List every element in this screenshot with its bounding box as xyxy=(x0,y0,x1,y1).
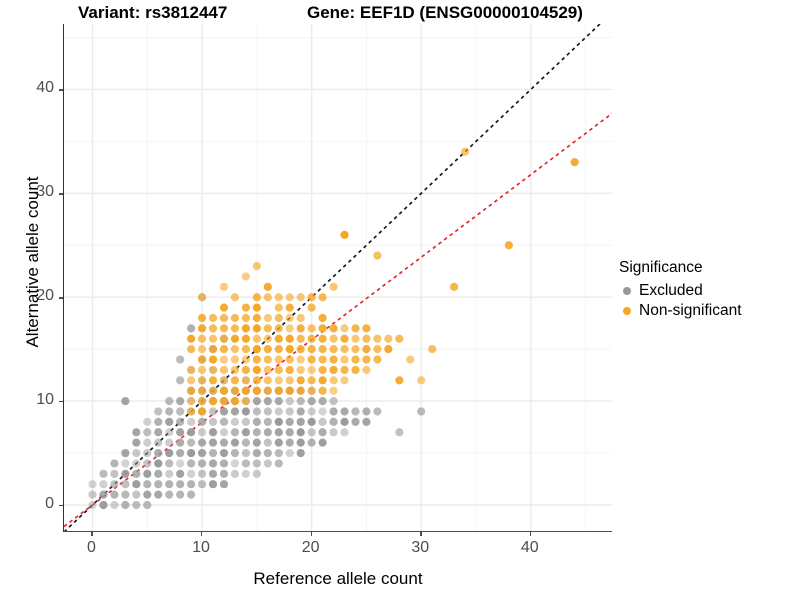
legend-item-excluded[interactable]: Excluded xyxy=(619,281,799,301)
y-tick-label: 30 xyxy=(36,183,54,201)
x-tick-label: 30 xyxy=(411,539,430,556)
y-tick-label: 40 xyxy=(36,79,54,97)
x-axis-label: Reference allele count xyxy=(253,569,423,588)
y-tick-mark xyxy=(59,401,63,403)
legend-dot-icon xyxy=(623,307,631,315)
x-tick-mark xyxy=(310,532,312,536)
y-axis-label: Alternative allele count xyxy=(23,176,42,348)
x-tick-mark xyxy=(420,532,422,536)
x-tick-mark xyxy=(91,532,93,536)
x-tick-label: 0 xyxy=(87,539,96,556)
y-tick-label: 0 xyxy=(45,494,54,512)
gene-title: Gene: EEF1D (ENSG00000104529) xyxy=(307,3,583,22)
legend-dot-icon xyxy=(623,287,631,295)
y-tick-mark xyxy=(59,89,63,91)
x-tick-mark xyxy=(529,532,532,536)
legend-label: Excluded xyxy=(639,282,703,299)
major-gridlines xyxy=(64,24,612,531)
variant-title: Variant: rs3812447 xyxy=(78,3,228,22)
x-tick-label: 20 xyxy=(301,539,320,556)
y-tick-label: 10 xyxy=(36,391,54,409)
scatter-plot-svg xyxy=(64,24,612,531)
legend: Significance Excluded Non-significant xyxy=(619,259,799,321)
y-tick-mark xyxy=(59,193,63,195)
x-tick-label: 40 xyxy=(520,539,539,556)
points-non-significant xyxy=(187,147,579,416)
legend-label: Non-significant xyxy=(639,302,742,319)
legend-item-non-significant[interactable]: Non-significant xyxy=(619,301,799,321)
x-tick-mark xyxy=(201,532,203,536)
legend-title: Significance xyxy=(619,259,703,276)
legend-key xyxy=(619,303,635,319)
y-tick-label: 20 xyxy=(36,287,54,305)
legend-items: Excluded Non-significant xyxy=(619,281,799,321)
plot-panel xyxy=(63,24,612,532)
y-tick-mark xyxy=(59,504,63,507)
legend-key xyxy=(619,283,635,299)
y-tick-mark xyxy=(59,297,63,299)
x-tick-label: 10 xyxy=(192,539,210,556)
